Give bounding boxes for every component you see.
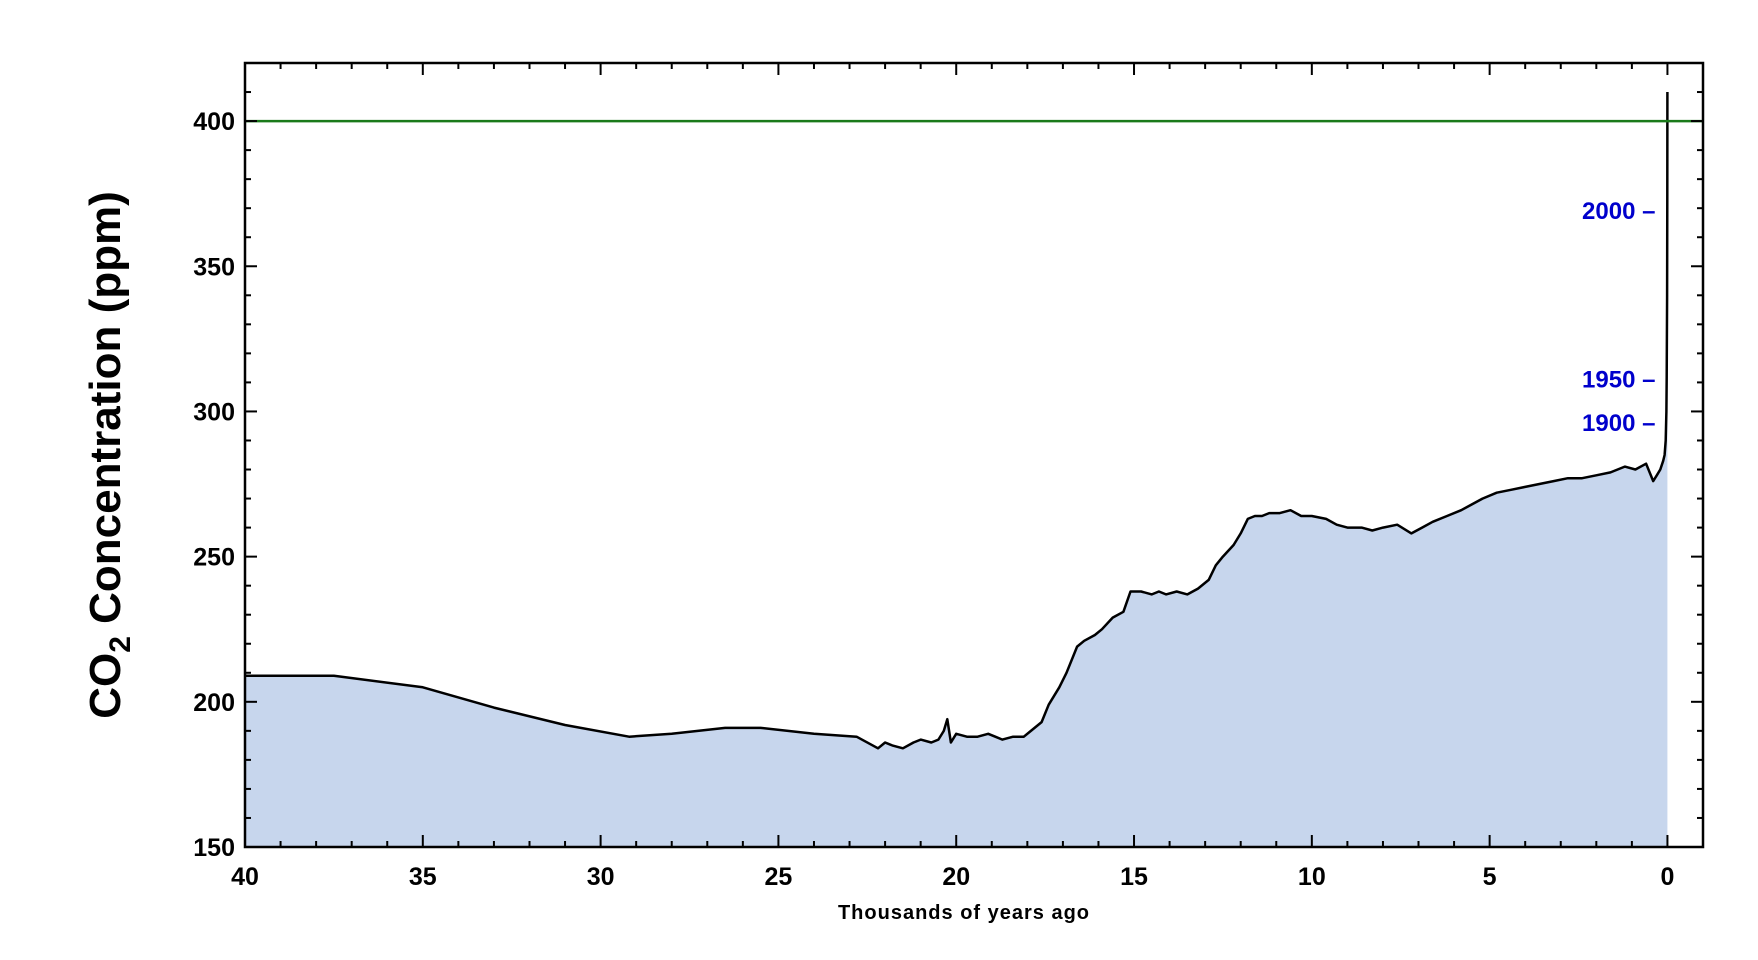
y-tick-label: 200	[193, 689, 235, 717]
x-tick-label: 25	[765, 863, 793, 891]
x-axis-title: Thousands of years ago	[838, 902, 1090, 924]
year-annotation: 1900 –	[1582, 410, 1655, 437]
y-axis-title-co: CO	[81, 653, 130, 719]
plot-layer: 2000 – 1950 – 1900 –	[245, 91, 1703, 847]
plot-frame	[243, 61, 1705, 849]
x-tick-label: 20	[942, 863, 970, 891]
year-annotation: 1950 –	[1582, 367, 1655, 394]
y-tick-label: 150	[193, 834, 235, 862]
x-tick-label: 35	[409, 863, 437, 891]
x-tick-label: 5	[1483, 863, 1497, 891]
area-fill	[245, 92, 1668, 847]
x-tick-label: 10	[1298, 863, 1326, 891]
y-axis-title: CO2 Concentration (ppm)	[81, 191, 137, 719]
x-tick-label: 30	[587, 863, 615, 891]
label-layer: Thousands of years ago CO2 Concentration…	[81, 191, 1090, 924]
y-tick-label: 400	[193, 108, 235, 136]
axes-layer: 40 35 30 25 20 15 10 5 0 150 200 250 300 350 400	[193, 61, 1705, 891]
y-tick-label: 350	[193, 253, 235, 281]
x-tick-label: 15	[1120, 863, 1148, 891]
co2-series-line	[245, 91, 1669, 750]
year-annotation: 2000 –	[1582, 198, 1655, 225]
y-tick-label: 300	[193, 398, 235, 426]
y-tick-label: 250	[193, 544, 235, 572]
y-axis-title-subscript: 2	[104, 636, 137, 653]
x-tick-label: 0	[1660, 863, 1674, 891]
y-axis-title-rest: Concentration (ppm)	[81, 191, 130, 636]
x-tick-label: 40	[231, 863, 259, 891]
